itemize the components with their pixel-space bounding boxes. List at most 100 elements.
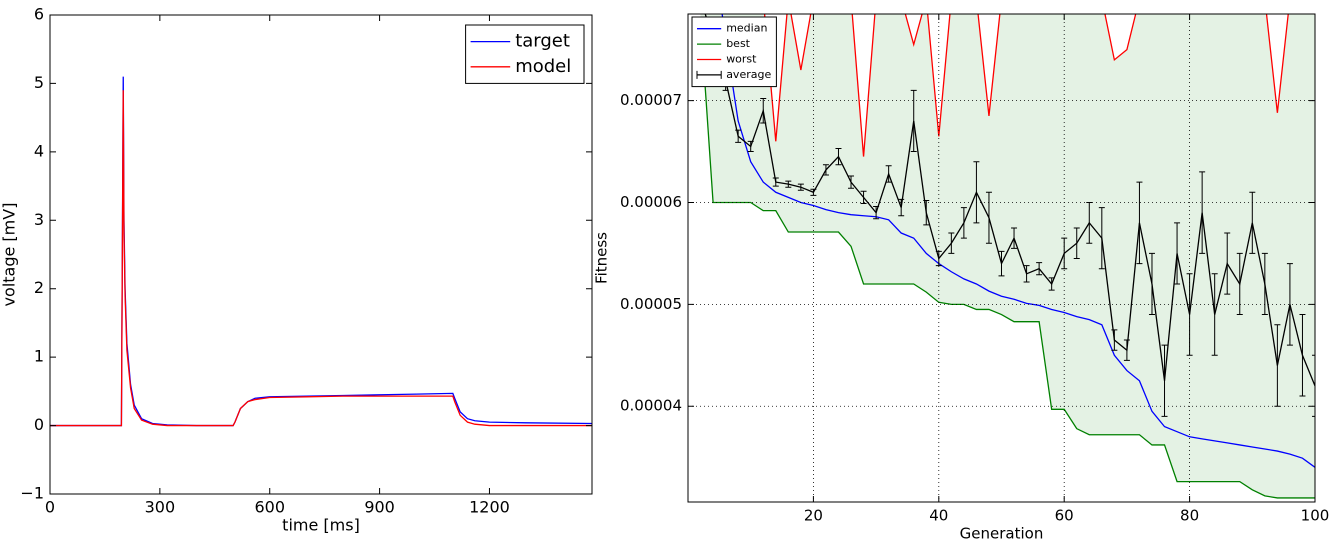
plot-area — [698, 0, 1315, 499]
error-bar-line — [985, 191, 992, 244]
error-bar-line — [923, 199, 930, 226]
error-bar — [797, 183, 804, 191]
error-bar-line — [698, 0, 704, 9]
error-bar-line — [1286, 263, 1293, 346]
error-bar-line — [1161, 344, 1168, 417]
error-bar-line — [860, 190, 867, 204]
series-line — [50, 90, 592, 427]
error-bar — [835, 147, 842, 166]
error-bar — [735, 129, 742, 143]
error-bar — [747, 140, 754, 153]
axes-frame — [687, 13, 1316, 503]
legend-swatch-errorbar — [696, 70, 722, 79]
legend-box — [465, 24, 585, 84]
x-tick-label: 600 — [254, 498, 285, 517]
error-bar — [1098, 207, 1105, 270]
y-tick-label: 1 — [34, 347, 44, 366]
error-bar — [1299, 314, 1306, 397]
error-bar — [948, 232, 955, 254]
y-axis-label: Fitness — [593, 232, 611, 284]
error-bar-line — [898, 198, 905, 217]
error-bar — [848, 175, 855, 189]
error-bar — [1073, 227, 1080, 260]
x-tick-label: 20 — [804, 507, 823, 525]
error-bar-line — [1111, 329, 1118, 351]
error-bar-line — [1073, 227, 1080, 260]
error-bar — [1286, 263, 1293, 346]
error-bar-line — [797, 183, 804, 191]
error-bar — [1199, 171, 1206, 254]
error-bar — [1274, 324, 1281, 407]
series-line — [704, 14, 1315, 387]
error-bar — [1023, 265, 1030, 283]
y-tick-label: 0.00004 — [620, 397, 682, 415]
axes-frame — [49, 14, 593, 495]
error-bar-line — [835, 147, 842, 166]
y-tick-label: 6 — [34, 5, 44, 24]
error-bar — [873, 206, 880, 220]
y-tick-label: 3 — [34, 210, 44, 229]
error-bar-line — [973, 161, 980, 224]
error-bar — [1211, 273, 1218, 356]
series-line — [721, 14, 1315, 468]
x-tick-label: 1200 — [469, 498, 510, 517]
error-bar — [1136, 181, 1143, 265]
error-bar — [785, 180, 792, 188]
error-bar — [760, 98, 767, 124]
error-bar-line — [1299, 314, 1306, 397]
error-bar-line — [1148, 252, 1155, 316]
fill-area — [700, 14, 1315, 498]
error-bar-line — [1123, 339, 1130, 361]
error-bar — [860, 190, 867, 204]
error-bar — [1036, 262, 1043, 276]
x-tick-label: 40 — [929, 507, 948, 525]
x-tick-label: 60 — [1055, 507, 1074, 525]
series-line — [763, 14, 1289, 157]
error-bar — [1161, 344, 1168, 417]
error-bar — [772, 177, 779, 187]
error-bar-line — [1199, 171, 1206, 254]
error-bar — [822, 164, 829, 176]
error-bar-line — [873, 206, 880, 220]
plot-area — [50, 76, 592, 427]
error-bar — [985, 191, 992, 244]
error-bar — [923, 199, 930, 226]
error-bar-line — [822, 164, 829, 176]
y-tick-label: 0.00006 — [620, 193, 682, 211]
legend-label: average — [726, 68, 771, 81]
legend-label: target — [515, 31, 570, 52]
error-bar-line — [772, 177, 779, 187]
error-bar-line — [1098, 207, 1105, 270]
error-bar-line — [848, 175, 855, 189]
x-tick-label: 80 — [1180, 507, 1199, 525]
error-bar-line — [1236, 252, 1243, 316]
error-bar-line — [785, 180, 792, 188]
error-bar-line — [735, 129, 742, 143]
error-bar-line — [1211, 273, 1218, 356]
error-bar-line — [1174, 222, 1181, 285]
y-tick-label: 2 — [34, 278, 44, 297]
error-bar — [1224, 232, 1231, 295]
error-bar — [1011, 227, 1018, 249]
y-tick-label: −1 — [20, 484, 44, 503]
error-bar-line — [1048, 277, 1055, 291]
legend-label: median — [726, 22, 767, 35]
error-bar — [885, 165, 892, 183]
y-tick-label: 0.00005 — [620, 295, 682, 313]
error-bar-line — [885, 165, 892, 183]
error-bar — [898, 198, 905, 217]
error-bar — [1086, 201, 1093, 244]
error-bar-line — [1136, 181, 1143, 265]
error-bar — [960, 207, 967, 239]
x-tick-label: 0 — [45, 498, 55, 517]
legend-label: model — [515, 56, 571, 77]
error-bar-line — [747, 140, 754, 153]
y-tick-label: 0 — [34, 415, 44, 434]
y-tick-label: 5 — [34, 73, 44, 92]
error-bar — [1236, 252, 1243, 316]
error-bar-line — [1312, 354, 1315, 417]
error-bar-line — [1036, 262, 1043, 276]
x-tick-label: 300 — [145, 498, 176, 517]
legend-label: best — [726, 37, 750, 50]
